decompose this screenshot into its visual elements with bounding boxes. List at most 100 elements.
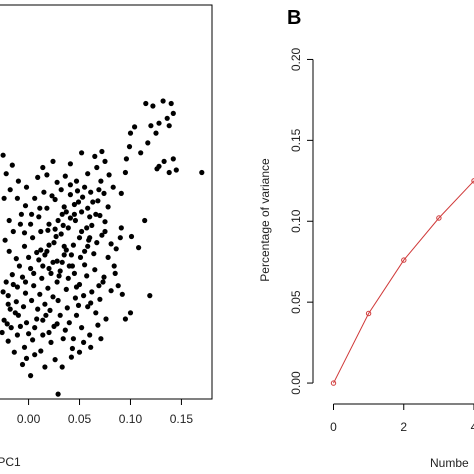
scatter-point-238 (85, 243, 91, 249)
scatter-point-220 (52, 226, 58, 232)
scatter-point-234 (17, 221, 23, 227)
scatter-point-75 (0, 329, 5, 336)
scatter-point-202 (0, 289, 6, 295)
scatter-point-70 (32, 325, 38, 331)
scatter-point-247 (14, 284, 20, 290)
scatter-point-13 (126, 144, 133, 150)
scatter-point-142 (128, 233, 135, 240)
scatter-point-157 (93, 310, 99, 316)
scatter-point-28 (108, 241, 114, 247)
scatter-point-191 (98, 336, 104, 342)
scatter-point-18 (166, 169, 172, 176)
scatter-point-250 (71, 211, 77, 217)
scatter-point-245 (31, 270, 37, 276)
variance-panel: B 0.00 0.05 0.10 0.15 0.20 0 2 4 Percentage of… (258, 7, 474, 470)
scatter-point-242 (56, 273, 62, 279)
scatter-point-115 (105, 204, 111, 210)
scatter-point-19 (173, 167, 179, 173)
scatter-point-179 (108, 288, 114, 294)
scatter-point-160 (54, 279, 60, 285)
scatter-point-133 (73, 178, 80, 184)
scatter-point-153 (65, 275, 71, 281)
scatter-point-138 (94, 164, 100, 171)
scatter-point-20 (199, 169, 205, 176)
variance-point-2 (401, 257, 407, 263)
scatter-point-89 (127, 310, 134, 316)
scatter-point-84 (70, 336, 76, 342)
scatter-point-131 (54, 179, 60, 185)
scatter-point-76 (5, 338, 11, 344)
scatter-point-246 (22, 279, 29, 285)
scatter-point-170 (34, 316, 40, 322)
scatter-point-45 (46, 265, 52, 272)
scatter-point-201 (3, 279, 9, 285)
scatter-x-tick-label-2: 0.10 (119, 412, 143, 426)
scatter-point-239 (77, 254, 84, 260)
scatter-point-51 (10, 281, 16, 288)
scatter-point-188 (28, 373, 34, 379)
scatter-point-79 (29, 337, 36, 343)
scatter-point-24 (97, 212, 103, 219)
scatter-point-8 (153, 130, 159, 136)
scatter-point-114 (118, 190, 124, 196)
scatter-point-171 (42, 301, 48, 307)
scatter-point-207 (60, 336, 66, 342)
scatter-point-65 (73, 312, 80, 318)
scatter-point-17 (161, 158, 167, 164)
variance-x-axis-title: Numbe (430, 456, 469, 470)
scatter-point-36 (101, 274, 107, 280)
scatter-point-182 (59, 364, 65, 370)
scatter-point-196 (46, 242, 52, 248)
scatter-point-52 (19, 274, 26, 280)
scatter-x-tick-label-1: 0.05 (68, 412, 92, 426)
scatter-point-3 (168, 100, 174, 107)
scatter-point-11 (132, 124, 138, 130)
scatter-point-200 (9, 272, 15, 278)
scatter-point-111 (95, 198, 101, 204)
scatter-point-244 (40, 263, 46, 269)
scatter-point-7 (148, 123, 154, 129)
scatter-point-204 (35, 306, 41, 312)
scatter-point-69 (40, 317, 46, 323)
scatter-point-203 (5, 301, 11, 307)
scatter-point-90 (147, 293, 153, 299)
scatter-point-230 (58, 187, 64, 193)
scatter-point-163 (29, 297, 35, 304)
scatter-point-186 (19, 361, 26, 368)
scatter-point-150 (42, 252, 48, 258)
scatter-point-27 (99, 232, 105, 238)
scatter-point-183 (68, 354, 74, 360)
scatter-point-165 (12, 310, 18, 316)
scatter-point-117 (85, 205, 91, 211)
scatter-point-66 (64, 305, 70, 311)
scatter-point-248 (87, 214, 93, 220)
scatter-point-40 (71, 270, 77, 276)
scatter-point-25 (102, 219, 108, 225)
scatter-point-100 (6, 248, 12, 254)
scatter-point-103 (29, 235, 36, 241)
scatter-point-26 (89, 222, 95, 228)
scatter-point-62 (91, 251, 97, 257)
scatter-point-149 (34, 249, 40, 256)
scatter-point-125 (1, 195, 7, 201)
scatter-point-177 (92, 267, 98, 273)
scatter-point-184 (76, 349, 83, 355)
scatter-point-211 (32, 352, 38, 358)
scatter-point-32 (82, 248, 88, 254)
scatter-point-38 (89, 289, 95, 295)
scatter-point-141 (118, 225, 124, 231)
scatter-point-232 (37, 205, 43, 211)
scatter-point-30 (113, 246, 119, 252)
scatter-point-50 (5, 293, 11, 299)
scatter-point-64 (85, 304, 91, 310)
scatter-point-128 (0, 152, 6, 158)
scatter-point-15 (138, 150, 144, 156)
scatter-point-194 (76, 235, 83, 241)
scatter-point-237 (119, 291, 125, 297)
scatter-point-226 (90, 199, 96, 205)
scatter-point-47 (31, 283, 37, 289)
variance-y-tick-label-0: 0.00 (289, 371, 303, 395)
scatter-point-222 (23, 184, 30, 190)
scatter-point-127 (9, 162, 15, 168)
scatter-point-92 (59, 211, 65, 217)
